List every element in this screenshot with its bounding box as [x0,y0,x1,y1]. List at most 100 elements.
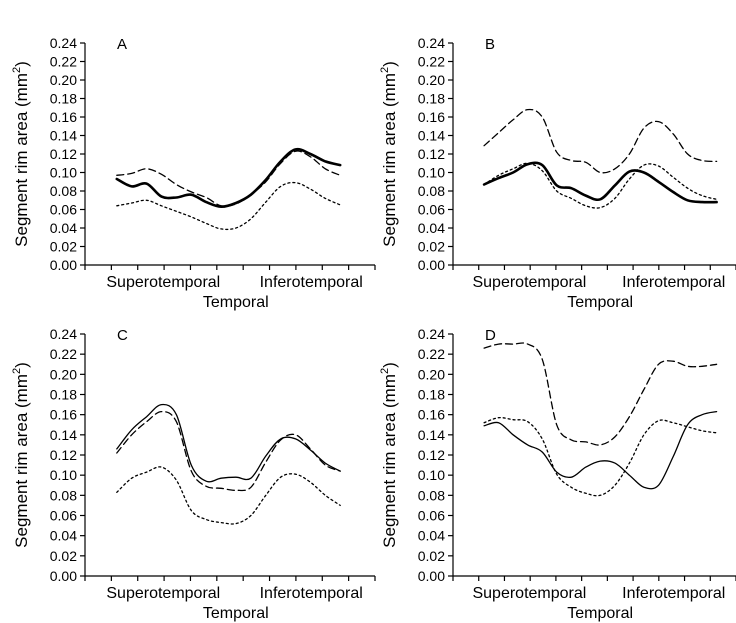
y-tick-label: 0.24 [418,326,445,342]
y-tick-label: 0.04 [418,220,445,236]
y-tick-label: 0.16 [50,109,77,125]
y-tick-label: 0.08 [418,183,445,199]
y-tick-label: 0.18 [50,387,77,403]
chart-panel-a: 0.00 0.02 0.04 0.06 0.08 0.10 0.12 0.14 0.16 0.18… [11,35,376,311]
y-tick-label: 0.18 [50,91,77,107]
y-axis-title: Segment rim area (mm2) [379,362,399,548]
y-tick-label: 0.18 [418,91,445,107]
y-tick-label: 0.14 [418,427,445,443]
x-category-label: Superotemporal [472,585,586,602]
y-tick-label: 0.20 [418,72,445,88]
chart-panel-d: 0.00 0.02 0.04 0.06 0.08 0.10 0.12 0.14 0.16 0.18… [379,326,736,622]
y-tick-label: 0.12 [50,146,77,162]
y-tick-label: 0.10 [50,467,77,483]
y-tick-label: 0.24 [418,35,445,51]
y-tick-label: 0.08 [50,183,77,199]
y-tick-label: 0.12 [50,447,77,463]
series-line-dotted [116,181,341,231]
series-line-dotted [116,466,341,525]
y-tick-label: 0.16 [418,407,445,423]
y-tick-label: 0.04 [418,528,445,544]
y-axis-title-close: ) [380,61,399,67]
panel-letter: A [117,36,127,53]
y-tick-label: 0.16 [418,109,445,125]
y-tick-label: 0.00 [418,257,445,273]
y-tick-label: 0.16 [50,407,77,423]
series-line-dotted [483,162,718,209]
x-category-label: Superotemporal [106,585,220,602]
y-tick-label: 0.06 [50,202,77,218]
y-tick-label: 0.14 [418,128,445,144]
y-axis-title-superscript: 2 [11,368,23,374]
y-axis-title-text: Segment rim area (mm [12,73,31,247]
y-axis-title-close: ) [12,362,31,368]
y-tick-label: 0.06 [418,508,445,524]
series-line-dashed [116,410,341,492]
y-tick-label: 0.08 [418,487,445,503]
y-tick-label: 0.18 [418,387,445,403]
y-axis-title: Segment rim area (mm2) [11,362,31,548]
x-axis-title: Temporal [203,294,269,311]
series-line-dashed [483,108,718,174]
y-tick-label: 0.02 [50,239,77,255]
y-axis-title-superscript: 2 [379,67,391,73]
x-category-label: Inferotemporal [622,274,725,291]
y-tick-label: 0.02 [50,548,77,564]
y-tick-label: 0.00 [50,257,77,273]
series-line-dashed [483,342,718,446]
y-tick-label: 0.22 [418,54,445,70]
y-axis-title-superscript: 2 [11,67,23,73]
y-axis-title-close: ) [380,362,399,368]
x-category-label: Inferotemporal [260,585,363,602]
y-tick-label: 0.22 [418,346,445,362]
y-tick-label: 0.20 [50,72,77,88]
y-tick-label: 0.20 [50,366,77,382]
y-tick-label: 0.02 [418,239,445,255]
panel-letter: B [485,36,495,53]
series-line-solid-thick [115,147,342,209]
chart-panel-b: 0.00 0.02 0.04 0.06 0.08 0.10 0.12 0.14 0.16 0.18… [379,35,736,311]
y-tick-label: 0.04 [50,528,77,544]
y-tick-label: 0.14 [50,427,77,443]
panel-letter: D [485,327,496,344]
x-axis-title: Temporal [203,605,269,622]
y-tick-label: 0.12 [418,146,445,162]
y-tick-label: 0.22 [50,346,77,362]
y-axis-title-text: Segment rim area (mm [380,73,399,247]
series-line-solid-thick [482,161,718,204]
y-tick-label: 0.10 [418,165,445,181]
x-category-label: Inferotemporal [260,274,363,291]
panel-letter: C [117,327,128,344]
series-line-solid [483,410,718,490]
y-axis-title: Segment rim area (mm2) [11,61,31,247]
y-tick-label: 0.24 [50,326,77,342]
y-axis-title-superscript: 2 [379,368,391,374]
y-tick-label: 0.06 [50,508,77,524]
chart-panel-c: 0.00 0.02 0.04 0.06 0.08 0.10 0.12 0.14 0.16 0.18… [11,326,376,622]
y-tick-label: 0.20 [418,366,445,382]
y-axis-title-text: Segment rim area (mm [380,374,399,548]
series-line-dotted [483,416,718,497]
y-tick-label: 0.22 [50,54,77,70]
y-tick-label: 0.08 [50,487,77,503]
series-line-solid [116,403,341,483]
series-line-dashed [116,150,341,207]
y-tick-label: 0.10 [418,467,445,483]
x-axis-title: Temporal [567,605,633,622]
y-tick-label: 0.12 [418,447,445,463]
y-tick-label: 0.00 [50,568,77,584]
y-tick-label: 0.04 [50,220,77,236]
y-axis-title-close: ) [12,61,31,67]
y-tick-label: 0.14 [50,128,77,144]
x-category-label: Inferotemporal [622,585,725,602]
x-category-label: Superotemporal [106,274,220,291]
y-tick-label: 0.24 [50,35,77,51]
x-category-label: Superotemporal [472,274,586,291]
y-axis-title: Segment rim area (mm2) [379,61,399,247]
y-tick-label: 0.06 [418,202,445,218]
y-tick-label: 0.02 [418,548,445,564]
y-tick-label: 0.10 [50,165,77,181]
x-axis-title: Temporal [567,294,633,311]
y-axis-title-text: Segment rim area (mm [12,374,31,548]
